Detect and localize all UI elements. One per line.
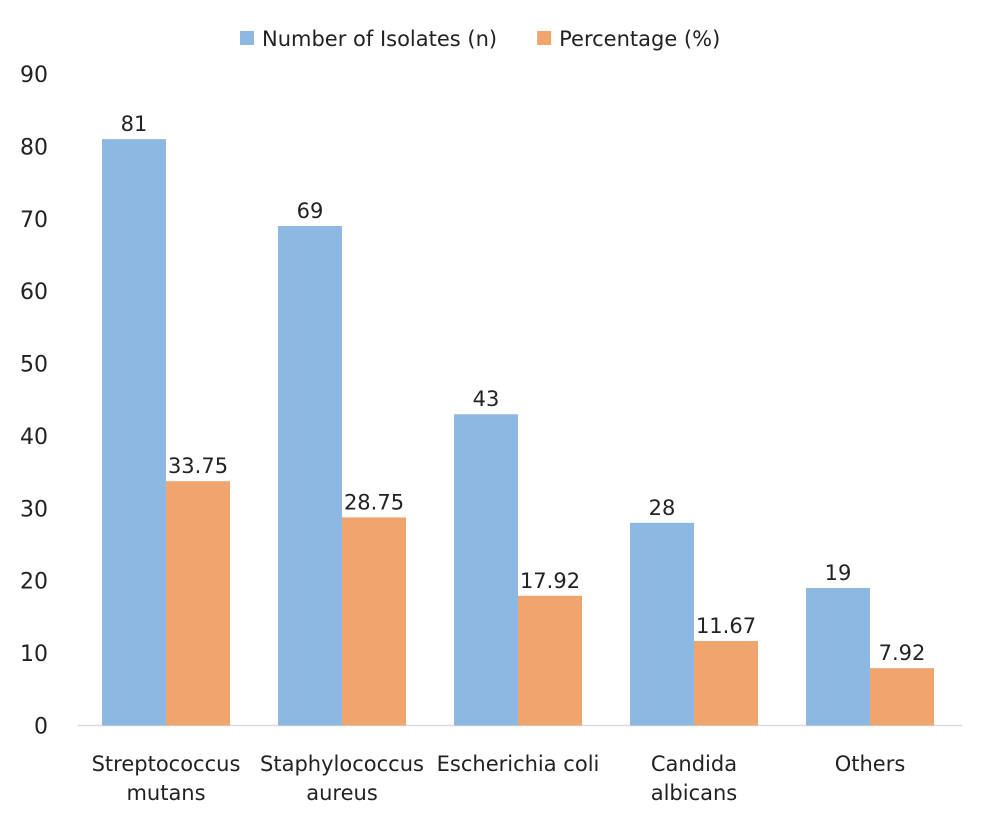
y-tick-label: 40 bbox=[20, 425, 48, 450]
x-tick-label: Others bbox=[835, 752, 906, 776]
data-label: 43 bbox=[473, 387, 500, 411]
data-label: 7.92 bbox=[879, 641, 926, 665]
data-label: 17.92 bbox=[520, 569, 580, 593]
x-tick-label: Candida bbox=[651, 752, 737, 776]
bar-percentage bbox=[694, 641, 758, 726]
y-tick-label: 90 bbox=[20, 63, 48, 88]
y-tick-label: 80 bbox=[20, 135, 48, 160]
data-label: 69 bbox=[297, 199, 324, 223]
data-label: 11.67 bbox=[696, 614, 756, 638]
x-tick-label: mutans bbox=[126, 781, 205, 805]
legend-swatch bbox=[537, 31, 552, 45]
x-tick-label: aureus bbox=[306, 781, 378, 805]
y-tick-label: 70 bbox=[20, 208, 48, 233]
bar-percentage bbox=[342, 517, 406, 726]
x-tick-label: Escherichia coli bbox=[437, 752, 600, 776]
bar-isolates bbox=[278, 226, 342, 726]
data-label: 33.75 bbox=[168, 454, 228, 478]
bar-isolates bbox=[454, 414, 518, 726]
x-tick-label: Streptococcus bbox=[92, 752, 241, 776]
y-tick-label: 10 bbox=[20, 642, 48, 667]
y-tick-label: 50 bbox=[20, 353, 48, 378]
y-tick-label: 30 bbox=[20, 497, 48, 522]
y-tick-label: 20 bbox=[20, 570, 48, 595]
bar-percentage bbox=[870, 668, 934, 726]
bar-percentage bbox=[166, 481, 230, 726]
data-label: 81 bbox=[121, 112, 148, 136]
legend-label: Percentage (%) bbox=[559, 27, 720, 51]
legend-swatch bbox=[240, 31, 254, 45]
y-tick-label: 60 bbox=[20, 280, 48, 305]
bar-percentage bbox=[518, 595, 582, 726]
y-tick-label: 0 bbox=[34, 715, 48, 740]
data-label: 28 bbox=[649, 496, 676, 520]
bar-isolates bbox=[102, 139, 166, 726]
bar-isolates bbox=[630, 522, 694, 726]
data-label: 28.75 bbox=[344, 490, 404, 514]
bar-isolates bbox=[806, 587, 870, 726]
x-tick-label: albicans bbox=[651, 781, 738, 805]
x-tick-label: Staphylococcus bbox=[260, 752, 424, 776]
legend-label: Number of Isolates (n) bbox=[262, 27, 497, 51]
data-label: 19 bbox=[825, 561, 852, 585]
